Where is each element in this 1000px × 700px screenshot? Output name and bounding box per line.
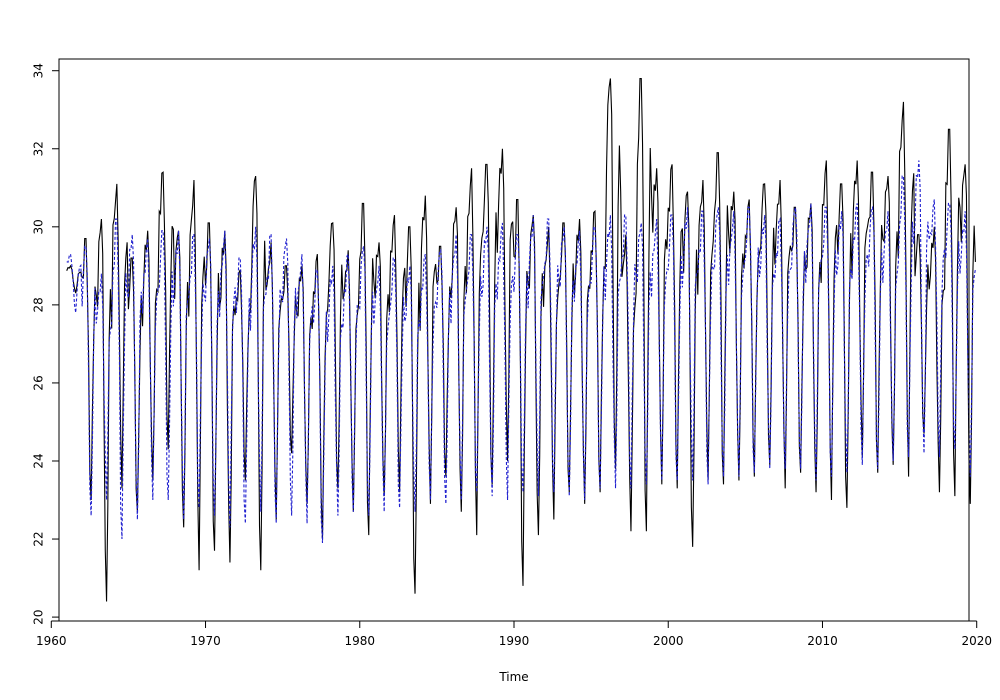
plot-border (58, 58, 970, 622)
x-axis-label: Time (498, 670, 528, 684)
series-line-2 (66, 160, 976, 543)
x-tick-label: 2010 (807, 634, 838, 648)
series-layer (66, 77, 976, 602)
y-tick-label: 22 (32, 531, 46, 546)
y-tick-label: 28 (32, 297, 46, 312)
x-tick-label: 1990 (499, 634, 530, 648)
x-tick-label: 2020 (961, 634, 992, 648)
y-tick-label: 32 (32, 141, 46, 156)
y-tick-label: 26 (32, 375, 46, 390)
y-tick-label: 34 (32, 63, 46, 78)
x-tick-label: 2000 (653, 634, 684, 648)
x-tick-label: 1980 (344, 634, 375, 648)
x-tick-label: 1960 (36, 634, 67, 648)
y-tick-label: 20 (32, 609, 46, 624)
y-tick-label: 30 (32, 219, 46, 234)
x-axis: 1960 1970 1980 1990 2000 2010 2020 (36, 620, 992, 648)
y-axis: 20 22 24 26 28 30 32 34 (32, 63, 60, 625)
series-line-1 (66, 77, 976, 602)
x-tick-label: 1970 (190, 634, 221, 648)
y-tick-label: 24 (32, 453, 46, 468)
